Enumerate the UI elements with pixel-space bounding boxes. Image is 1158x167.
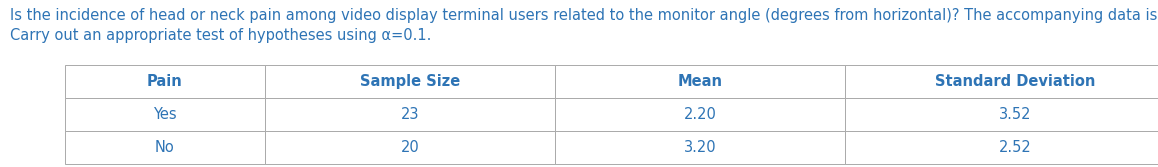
Bar [265,131,555,164]
Text: 3.52: 3.52 [998,107,1032,122]
Text: Carry out an appropriate test of hypotheses using α=0.1.: Carry out an appropriate test of hypothe… [10,28,432,43]
Bar [845,98,1158,131]
Text: 2.52: 2.52 [998,140,1032,155]
Bar [555,65,845,98]
Bar [845,65,1158,98]
Text: Standard Deviation: Standard Deviation [935,74,1095,89]
Text: Pain: Pain [147,74,183,89]
Text: Is the incidence of head or neck pain among video display terminal users related: Is the incidence of head or neck pain am… [10,8,1158,23]
Text: 2.20: 2.20 [683,107,717,122]
Bar [555,131,845,164]
Text: 23: 23 [401,107,419,122]
Text: Mean: Mean [677,74,723,89]
Bar [65,65,265,98]
Bar [65,98,265,131]
Text: No: No [155,140,175,155]
Bar [265,98,555,131]
Text: 20: 20 [401,140,419,155]
Bar [265,65,555,98]
Bar [555,98,845,131]
Bar [845,131,1158,164]
Bar [65,131,265,164]
Text: Sample Size: Sample Size [360,74,460,89]
Text: 3.20: 3.20 [683,140,717,155]
Text: Yes: Yes [153,107,177,122]
